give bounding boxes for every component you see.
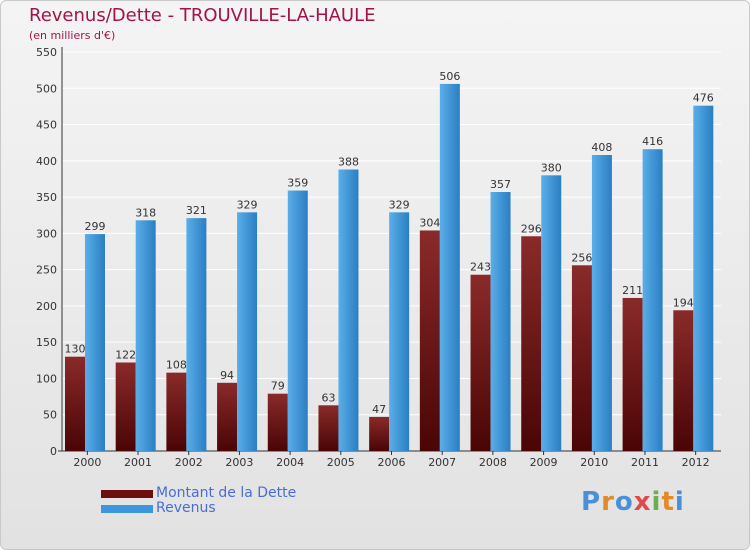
- logo-letter: x: [633, 487, 652, 517]
- y-tick-label: 450: [36, 119, 57, 132]
- data-label-revenus: 408: [591, 141, 612, 154]
- data-label-revenus: 359: [287, 177, 308, 190]
- bar-revenus: [490, 192, 511, 451]
- x-tick-label: 2000: [73, 456, 101, 469]
- chart-subtitle: (en milliers d'€): [29, 29, 116, 42]
- y-tick-label: 100: [36, 372, 57, 385]
- x-tick-label: 2011: [631, 456, 659, 469]
- bar-revenus: [642, 149, 663, 451]
- data-label-dette: 63: [321, 391, 335, 404]
- bar-revenus: [389, 212, 410, 451]
- x-tick-label: 2003: [225, 456, 253, 469]
- logo-letter: i: [674, 487, 685, 517]
- bar-dette: [217, 382, 238, 451]
- data-label-dette: 108: [166, 359, 187, 372]
- chart-title: Revenus/Dette - TROUVILLE-LA-HAULE: [29, 5, 376, 26]
- bar-revenus: [591, 155, 612, 452]
- x-tick-label: 2007: [428, 456, 456, 469]
- bar-dette: [419, 230, 440, 451]
- y-tick-label: 50: [43, 409, 57, 422]
- x-tick-label: 2002: [175, 456, 203, 469]
- bar-revenus: [338, 169, 359, 452]
- y-tick-label: 0: [50, 445, 57, 458]
- data-label-revenus: 357: [490, 178, 511, 191]
- bar-revenus: [287, 190, 308, 451]
- bar-dette: [318, 405, 339, 451]
- data-label-dette: 130: [65, 343, 86, 356]
- bar-revenus: [693, 105, 714, 451]
- bar-dette: [571, 265, 592, 451]
- logo-letter: P: [581, 487, 602, 517]
- x-tick-label: 2005: [327, 456, 355, 469]
- bar-revenus: [85, 234, 105, 451]
- bar-revenus: [237, 212, 258, 451]
- y-tick-label: 500: [36, 82, 57, 95]
- data-label-revenus: 321: [186, 204, 207, 217]
- bar-revenus: [439, 83, 460, 452]
- legend-label-dette: Montant de la Dette: [156, 485, 297, 501]
- data-label-revenus: 329: [237, 198, 258, 211]
- data-label-revenus: 476: [693, 92, 714, 105]
- bar-dette: [673, 310, 694, 451]
- y-tick-label: 400: [36, 155, 57, 168]
- data-label-dette: 296: [521, 222, 542, 235]
- bar-dette: [115, 362, 136, 451]
- data-label-dette: 94: [220, 369, 234, 382]
- bar-revenus: [186, 218, 207, 451]
- bar-dette: [65, 356, 85, 451]
- y-tick-label: 150: [36, 336, 57, 349]
- bar-dette: [521, 236, 542, 451]
- data-label-revenus: 329: [389, 198, 410, 211]
- y-tick-label: 300: [36, 227, 57, 240]
- bar-dette: [470, 274, 491, 451]
- logo-letter: o: [614, 487, 634, 517]
- data-label-dette: 256: [571, 251, 592, 264]
- logo-letter: t: [661, 487, 675, 517]
- x-tick-label: 2006: [378, 456, 406, 469]
- bar-dette: [166, 372, 187, 451]
- plot-area: 0 50 100 150 200 250 300 350 400 450 500 550 130 299 2…: [36, 46, 721, 469]
- data-label-dette: 47: [372, 403, 386, 416]
- bar-dette: [622, 297, 643, 451]
- x-tick-label: 2009: [530, 456, 558, 469]
- data-label-dette: 194: [673, 296, 694, 309]
- legend-label-revenus: Revenus: [156, 500, 216, 516]
- bar-dette: [267, 393, 288, 451]
- logo-letter: r: [601, 487, 615, 517]
- legend-swatch-dette: [101, 490, 153, 498]
- y-tick-label: 550: [36, 46, 57, 59]
- data-label-revenus: 416: [642, 135, 663, 148]
- data-label-dette: 211: [622, 284, 643, 297]
- y-tick-label: 350: [36, 191, 57, 204]
- x-tick-label: 2001: [124, 456, 152, 469]
- data-label-revenus: 299: [85, 220, 106, 233]
- x-tick-label: 2008: [479, 456, 507, 469]
- logo-letter: i: [651, 487, 662, 517]
- x-tick-label: 2010: [580, 456, 608, 469]
- data-label-dette: 122: [115, 348, 136, 361]
- data-label-revenus: 380: [541, 161, 562, 174]
- x-tick-label: 2012: [682, 456, 710, 469]
- bar-dette: [369, 416, 390, 451]
- data-label-revenus: 388: [338, 156, 359, 169]
- data-label-dette: 79: [271, 380, 285, 393]
- bar-revenus: [135, 220, 156, 451]
- data-label-dette: 243: [470, 261, 491, 274]
- legend-swatch-revenus: [101, 505, 153, 513]
- data-label-revenus: 506: [439, 70, 460, 83]
- x-tick-label: 2004: [276, 456, 304, 469]
- data-label-dette: 304: [419, 216, 440, 229]
- y-tick-label: 250: [36, 264, 57, 277]
- proxiti-logo: Proxiti: [581, 487, 685, 517]
- y-tick-label: 200: [36, 300, 57, 313]
- bar-revenus: [541, 175, 562, 451]
- data-label-revenus: 318: [135, 206, 156, 219]
